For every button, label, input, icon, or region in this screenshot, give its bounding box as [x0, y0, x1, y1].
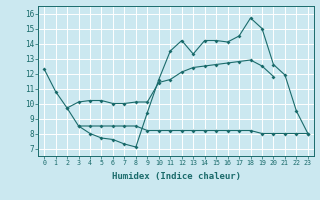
X-axis label: Humidex (Indice chaleur): Humidex (Indice chaleur)	[111, 172, 241, 181]
